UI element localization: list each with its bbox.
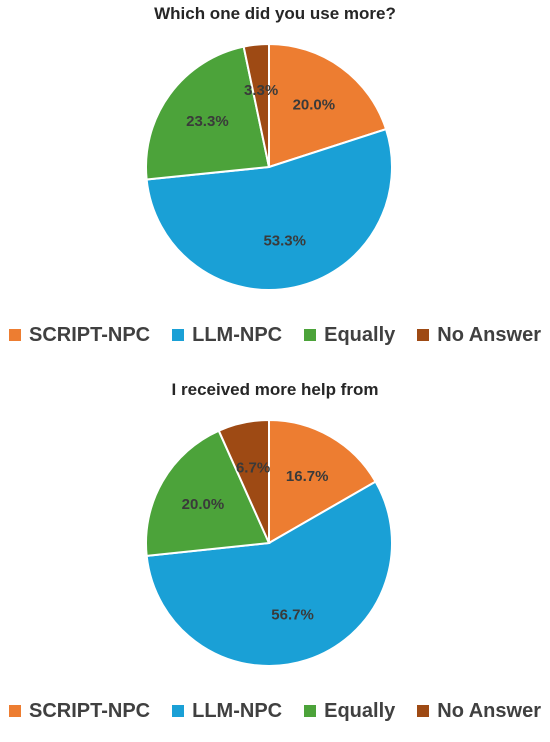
legend-label: No Answer — [437, 699, 541, 722]
data-label: 20.0% — [293, 96, 336, 113]
chart-title: I received more help from — [171, 380, 379, 399]
pie-slice-no-answer — [217, 418, 270, 544]
legend-swatch — [172, 705, 185, 717]
pie-slice-script-npc — [268, 42, 388, 169]
pie-chart-help: I received more help from 16.7% 56.7% 20.0… — [0, 376, 550, 742]
legend-item-equally: Equally — [304, 700, 395, 723]
legend-swatch — [172, 329, 185, 341]
pie-slice-llm-npc — [145, 127, 393, 291]
legend-label: No Answer — [437, 323, 541, 346]
legend-label: LLM-NPC — [192, 699, 283, 722]
legend-item-no-answer: No Answer — [417, 324, 541, 347]
pie-chart-usage: Which one did you use more? 20.0% 53.3% 23… — [0, 0, 550, 366]
legend-item-no-answer: No Answer — [417, 700, 541, 723]
pie-slice-equally — [145, 429, 271, 558]
legend-swatch — [9, 705, 21, 717]
legend: SCRIPT-NPC LLM-NPC Equally No Answer — [0, 696, 550, 726]
legend-label: Equally — [324, 699, 396, 722]
legend-swatch — [9, 329, 21, 341]
data-label: 23.3% — [186, 113, 229, 130]
legend-label: SCRIPT-NPC — [29, 699, 151, 722]
data-label: 56.7% — [271, 607, 314, 624]
pie-slice-no-answer — [242, 42, 270, 168]
data-label: 16.7% — [286, 468, 329, 485]
pie-plot-area: 16.7% 56.7% 20.0% 6.7% — [145, 418, 393, 667]
pie-slice-llm-npc — [145, 480, 393, 667]
legend-item-equally: Equally — [304, 324, 395, 347]
legend-swatch — [304, 705, 317, 717]
data-label: 3.3% — [244, 82, 278, 99]
legend-label: LLM-NPC — [192, 323, 283, 346]
chart-title: Which one did you use more? — [154, 4, 396, 23]
legend-swatch — [417, 705, 430, 717]
legend-item-script-npc: SCRIPT-NPC — [9, 700, 150, 723]
legend-swatch — [417, 329, 430, 341]
legend-item-script-npc: SCRIPT-NPC — [9, 324, 150, 347]
legend-label: Equally — [324, 323, 396, 346]
legend-item-llm-npc: LLM-NPC — [172, 324, 282, 347]
data-label: 20.0% — [182, 496, 225, 513]
pie-slice-script-npc — [268, 418, 377, 545]
legend-swatch — [304, 329, 317, 341]
legend-label: SCRIPT-NPC — [29, 323, 151, 346]
data-label: 6.7% — [236, 459, 270, 476]
data-label: 53.3% — [263, 233, 306, 250]
pie-plot-area: 20.0% 53.3% 23.3% 3.3% — [145, 42, 393, 291]
legend-item-llm-npc: LLM-NPC — [172, 700, 282, 723]
legend: SCRIPT-NPC LLM-NPC Equally No Answer — [0, 320, 550, 350]
pie-slice-equally — [145, 45, 271, 181]
